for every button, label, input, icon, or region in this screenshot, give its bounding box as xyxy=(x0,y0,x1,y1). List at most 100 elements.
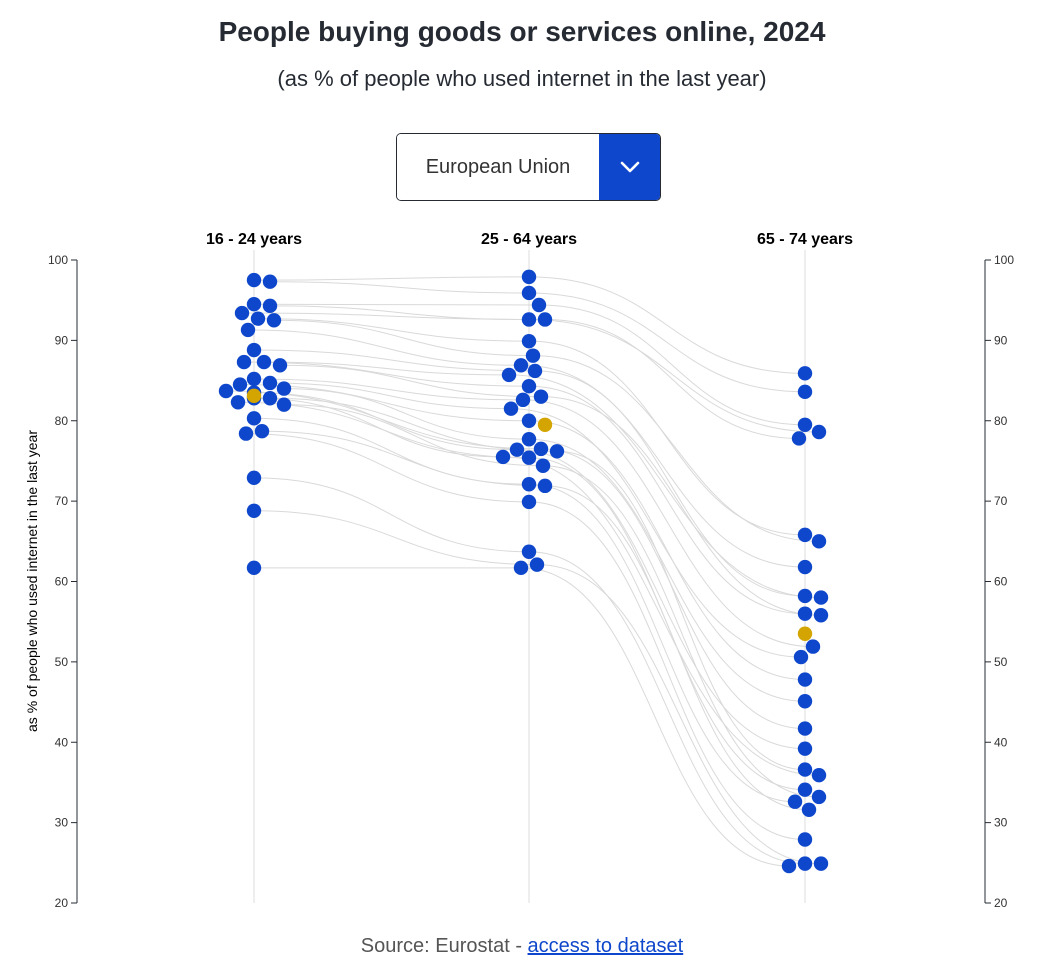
country-line xyxy=(273,319,534,357)
left-tick-label: 100 xyxy=(48,253,68,267)
country-line xyxy=(540,396,822,616)
country-line xyxy=(556,450,806,771)
country-point xyxy=(797,856,813,871)
country-point xyxy=(797,417,813,432)
country-point xyxy=(813,608,829,623)
column-label: 16 - 24 years xyxy=(206,231,302,248)
country-line xyxy=(245,433,530,503)
country-line xyxy=(528,420,806,681)
country-point xyxy=(797,527,813,543)
country-point xyxy=(246,371,262,387)
country-point xyxy=(793,649,809,665)
country-line xyxy=(253,349,536,372)
country-line xyxy=(253,417,530,485)
country-line xyxy=(544,318,800,439)
country-point xyxy=(537,312,553,327)
country-point xyxy=(232,377,248,392)
country-point xyxy=(521,333,537,349)
country-point xyxy=(813,590,829,605)
chevron-down-icon xyxy=(620,161,639,173)
dataset-link[interactable]: access to dataset xyxy=(527,935,684,957)
country-point xyxy=(521,285,537,301)
country-line xyxy=(283,404,544,467)
country-point xyxy=(549,444,565,459)
country-line xyxy=(269,382,512,410)
country-point xyxy=(797,559,813,575)
country-point xyxy=(797,762,813,777)
left-tick-label: 80 xyxy=(55,414,69,428)
country-point xyxy=(521,432,537,447)
country-point xyxy=(805,639,821,654)
country-point xyxy=(254,423,270,439)
country-point xyxy=(797,721,813,736)
country-line xyxy=(243,361,530,387)
country-select[interactable]: European Union xyxy=(396,133,661,201)
country-point xyxy=(521,269,537,285)
country-select-toggle[interactable] xyxy=(599,134,660,200)
country-point xyxy=(272,358,288,373)
right-tick-label: 100 xyxy=(994,253,1014,267)
country-point xyxy=(533,441,549,457)
right-tick-label: 20 xyxy=(994,896,1008,910)
country-line xyxy=(528,551,806,865)
country-point xyxy=(246,272,262,288)
country-line xyxy=(536,564,822,865)
country-line xyxy=(269,397,558,452)
country-point xyxy=(238,426,254,441)
country-point xyxy=(521,544,537,559)
country-line xyxy=(253,276,530,281)
country-line xyxy=(528,501,806,841)
eu-point xyxy=(537,417,553,432)
country-point xyxy=(787,794,803,809)
country-point xyxy=(781,858,797,874)
country-point xyxy=(797,832,813,847)
country-line xyxy=(253,303,540,306)
country-point xyxy=(246,411,262,426)
country-point xyxy=(797,606,813,621)
y-axis-label: as % of people who used internet in the … xyxy=(24,430,40,732)
left-tick-label: 60 xyxy=(55,575,69,589)
country-point xyxy=(513,358,529,373)
eu-point xyxy=(246,388,262,404)
country-point xyxy=(276,397,292,412)
column-label: 65 - 74 years xyxy=(757,231,853,248)
country-point xyxy=(797,741,813,756)
eu-point xyxy=(797,626,813,641)
country-line xyxy=(534,370,806,597)
country-line xyxy=(520,364,806,568)
country-point xyxy=(521,378,537,394)
left-tick-label: 70 xyxy=(55,494,69,508)
country-point xyxy=(256,354,272,370)
country-point xyxy=(535,458,551,473)
left-tick-label: 50 xyxy=(55,655,69,669)
country-point xyxy=(521,312,537,327)
country-line xyxy=(528,340,806,536)
country-point xyxy=(246,470,262,486)
country-point xyxy=(801,802,817,817)
source-prefix: Source: Eurostat - xyxy=(360,935,528,957)
country-line xyxy=(510,408,802,658)
country-point xyxy=(246,503,262,518)
country-line xyxy=(269,281,530,294)
country-point xyxy=(501,367,517,383)
country-point xyxy=(230,395,246,410)
country-line xyxy=(540,448,806,730)
chart-subtitle: (as % of people who used internet in the… xyxy=(277,66,767,91)
country-line xyxy=(528,385,806,615)
country-point xyxy=(797,672,813,687)
country-line xyxy=(263,361,510,376)
country-line xyxy=(253,378,524,401)
country-point xyxy=(525,348,541,363)
left-tick-label: 30 xyxy=(55,816,69,830)
country-line xyxy=(508,374,822,599)
country-point xyxy=(529,557,545,572)
country-point xyxy=(513,560,529,576)
country-point xyxy=(246,297,262,312)
country-line xyxy=(528,276,806,374)
chart-title: People buying goods or services online, … xyxy=(218,16,826,47)
country-point xyxy=(509,442,525,457)
country-line xyxy=(253,510,538,566)
country-line xyxy=(279,364,542,398)
country-point xyxy=(797,384,813,400)
